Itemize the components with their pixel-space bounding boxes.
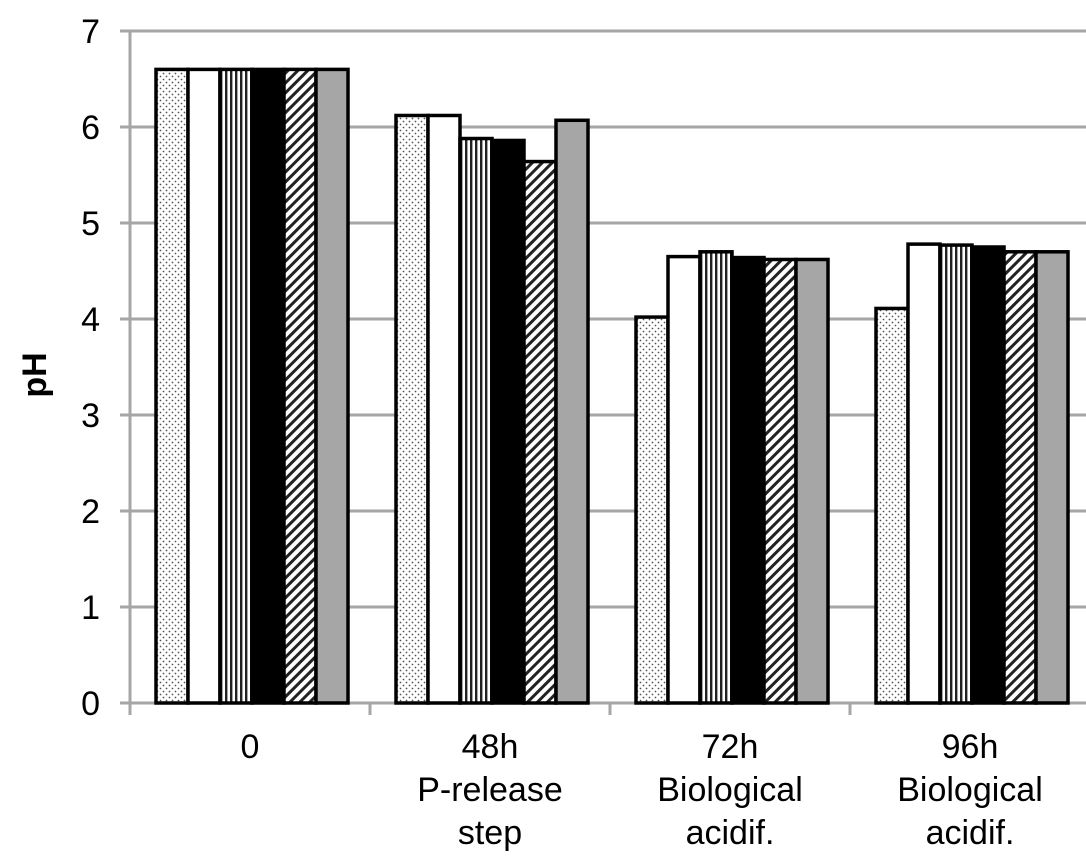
bar-black bbox=[490, 138, 526, 705]
bars bbox=[154, 67, 1070, 705]
x-category-label: acidif. bbox=[926, 814, 1015, 852]
bar-dots bbox=[874, 306, 910, 705]
bar-diagonal-lines bbox=[1002, 250, 1038, 705]
bar-black bbox=[730, 255, 766, 705]
x-category-label: Biological bbox=[657, 771, 803, 809]
y-tick-label: 3 bbox=[81, 397, 100, 435]
bar-vertical-lines bbox=[698, 250, 734, 705]
x-category-label: acidif. bbox=[686, 814, 775, 852]
bar-diagonal-lines bbox=[762, 257, 798, 705]
bar-gray bbox=[554, 118, 590, 705]
bar-white bbox=[426, 113, 462, 705]
y-axis-title: pH bbox=[16, 352, 54, 397]
bar-gray bbox=[1034, 250, 1070, 705]
bar-gray bbox=[794, 257, 830, 705]
bar-white bbox=[906, 242, 942, 705]
bar-gray bbox=[314, 67, 350, 705]
bar-diagonal-lines bbox=[282, 67, 318, 705]
bar-vertical-lines bbox=[458, 136, 494, 705]
x-category-label: step bbox=[458, 814, 522, 852]
y-tick-label: 1 bbox=[81, 589, 100, 627]
y-tick-label: 6 bbox=[81, 109, 100, 147]
x-category-label: 72h bbox=[702, 728, 759, 766]
bar-black bbox=[250, 67, 286, 705]
y-tick-label: 0 bbox=[81, 685, 100, 723]
bar-vertical-lines bbox=[218, 67, 254, 705]
x-category-label: 96h bbox=[942, 728, 999, 766]
bar-dots bbox=[634, 315, 670, 705]
x-category-label: 48h bbox=[462, 728, 519, 766]
y-tick-label: 2 bbox=[81, 493, 100, 531]
bar-vertical-lines bbox=[938, 243, 974, 705]
bar-dots bbox=[394, 113, 430, 705]
y-tick-label: 7 bbox=[81, 13, 100, 51]
y-tick-label: 4 bbox=[81, 301, 100, 339]
bar-white bbox=[666, 254, 702, 705]
bar-diagonal-lines bbox=[522, 159, 558, 705]
x-category-label: P-release bbox=[417, 771, 563, 809]
y-tick-label: 5 bbox=[81, 205, 100, 243]
bar-dots bbox=[154, 67, 190, 705]
bar-white bbox=[186, 67, 222, 705]
x-category-label: 0 bbox=[241, 728, 260, 766]
bar-black bbox=[970, 245, 1006, 705]
labels: 0 1 2 3 4 5 6 7 0 48h P-release step 72h Biological ac… bbox=[81, 13, 1043, 852]
x-category-label: Biological bbox=[897, 771, 1043, 809]
